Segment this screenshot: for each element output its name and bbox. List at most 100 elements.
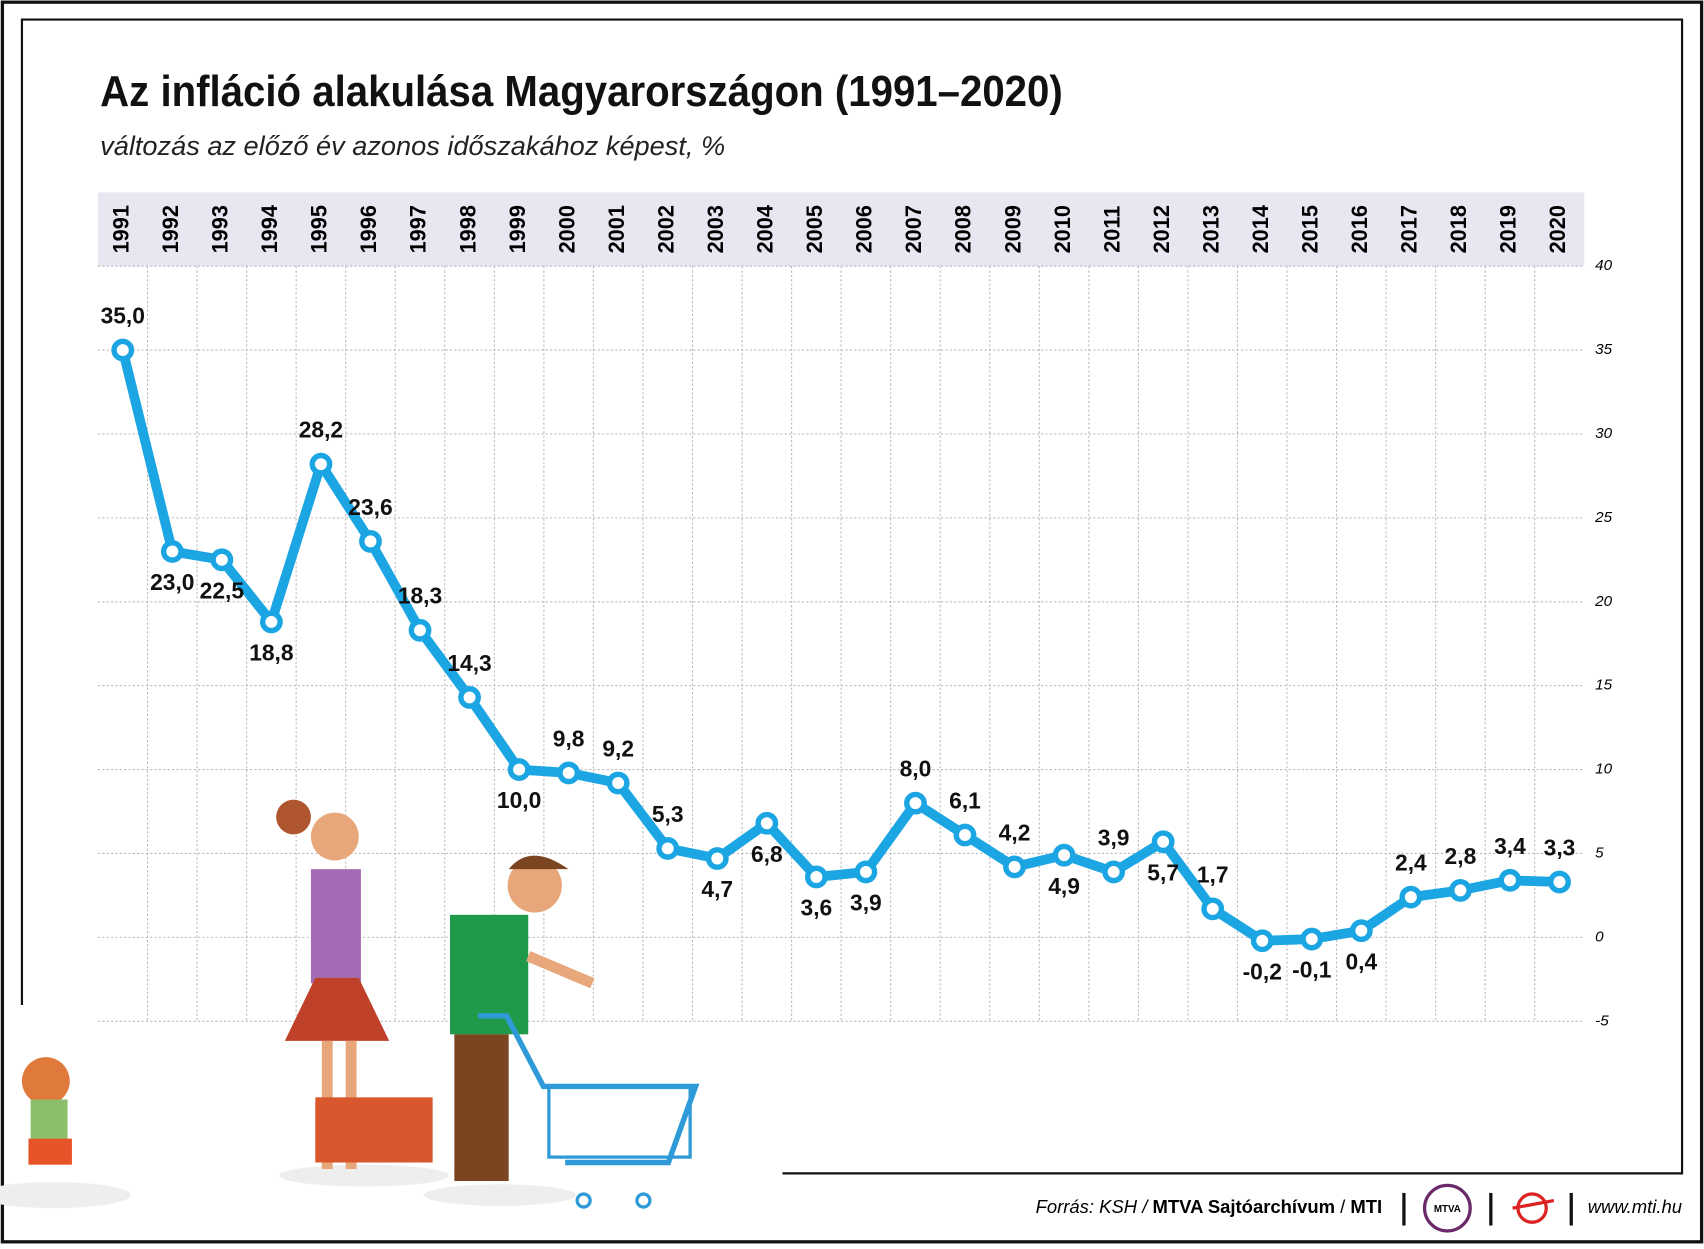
x-tick-label: 2001 <box>604 205 629 253</box>
value-label: 9,2 <box>602 735 634 761</box>
point <box>1003 855 1026 879</box>
illustration <box>0 799 700 1209</box>
value-label: 9,8 <box>553 725 585 751</box>
inner-frame <box>20 18 1684 1175</box>
value-label: 8,0 <box>900 756 932 782</box>
url: www.mti.hu <box>1588 1196 1682 1217</box>
value-label: 4,7 <box>701 876 733 902</box>
x-tick-label: 1998 <box>455 205 480 253</box>
point <box>458 686 481 709</box>
value-label: 28,2 <box>299 417 343 443</box>
logo: MTVA <box>1434 1204 1461 1215</box>
value-label: 1,7 <box>1197 861 1229 887</box>
point <box>557 761 581 785</box>
x-tick-label: 2000 <box>554 205 579 253</box>
point <box>1548 870 1571 894</box>
value-label: 3,6 <box>801 895 833 921</box>
value-label: 23,0 <box>150 569 194 595</box>
point <box>259 610 283 634</box>
y-tick-label: 0 <box>1595 928 1604 945</box>
y-tick-label: 15 <box>1595 677 1612 694</box>
point <box>1300 927 1324 951</box>
value-label: 6,8 <box>751 841 783 867</box>
x-tick-label: 1994 <box>257 205 282 253</box>
value-label: 10,0 <box>497 787 541 813</box>
x-tick-label: 2003 <box>703 205 728 253</box>
value-label: 0,4 <box>1345 948 1377 974</box>
x-tick-label: 1995 <box>307 205 332 253</box>
x-tick-label: 1991 <box>109 205 134 253</box>
x-tick-label: 1993 <box>208 205 233 253</box>
x-tick-label: 2016 <box>1347 205 1372 253</box>
source-part: MTI <box>1350 1196 1382 1217</box>
point <box>210 548 234 572</box>
point <box>1498 868 1522 892</box>
x-tick-label: 2015 <box>1298 205 1323 253</box>
value-label: 18,3 <box>398 583 442 609</box>
x-tick-label: 1992 <box>158 205 183 253</box>
y-tick-label: 35 <box>1595 341 1612 358</box>
x-tick-label: 2007 <box>901 205 926 253</box>
point <box>804 865 828 889</box>
x-tick-label: 2006 <box>852 205 877 253</box>
value-label: 22,5 <box>200 577 245 603</box>
chart-subtitle: változás az előző év azonos időszakához … <box>100 130 725 161</box>
x-tick-label: 1997 <box>406 205 431 253</box>
point <box>1449 878 1472 902</box>
point <box>606 771 630 795</box>
value-label: 35,0 <box>101 303 145 329</box>
point <box>755 811 779 835</box>
x-tick-label: 2014 <box>1248 205 1273 253</box>
chart-title: Az infláció alakulása Magyarországon (19… <box>100 68 1063 116</box>
point <box>953 823 977 847</box>
value-label: 3,9 <box>850 890 882 916</box>
point <box>408 618 432 642</box>
x-tick-label: 2008 <box>951 205 976 253</box>
x-tick-label: 2009 <box>1000 205 1025 253</box>
value-label: 3,4 <box>1494 833 1526 859</box>
x-tick-label: 2019 <box>1496 205 1521 253</box>
y-tick-label: 25 <box>1594 509 1612 526</box>
value-label: 2,8 <box>1445 843 1477 869</box>
point <box>1151 830 1175 854</box>
value-label: 23,6 <box>348 494 392 520</box>
x-tick-label: 2005 <box>802 205 827 253</box>
y-tick-label: 5 <box>1595 844 1604 861</box>
point <box>1399 885 1423 909</box>
y-tick-label: 10 <box>1595 761 1612 778</box>
point <box>111 338 135 362</box>
point <box>1250 929 1274 953</box>
x-tick-label: 2004 <box>753 205 778 253</box>
footer: Forrás: KSH / MTVA Sajtóarchívum / MTI M… <box>1036 1183 1682 1233</box>
point <box>507 758 531 781</box>
value-label: 5,7 <box>1147 859 1179 885</box>
point <box>854 860 878 884</box>
value-label: 14,3 <box>447 650 491 676</box>
point <box>160 540 184 563</box>
value-label: 6,1 <box>949 787 981 813</box>
point <box>1102 860 1126 884</box>
x-tick-label: 2002 <box>653 205 678 253</box>
x-tick-label: 2018 <box>1446 205 1471 253</box>
point <box>1201 897 1225 921</box>
x-tick-label: 1996 <box>356 205 381 253</box>
value-label: 3,3 <box>1544 834 1576 860</box>
value-label: 4,9 <box>1048 873 1080 899</box>
value-label: 4,2 <box>999 819 1031 845</box>
value-label: -0,2 <box>1243 958 1282 984</box>
point <box>904 791 927 815</box>
x-tick-label: 1999 <box>505 205 530 253</box>
x-tick-label: 2020 <box>1545 205 1570 253</box>
source-part: / <box>1335 1196 1350 1217</box>
source: Forrás: KSH / MTVA Sajtóarchívum / MTI <box>1036 1196 1383 1217</box>
value-label: 3,9 <box>1098 824 1130 850</box>
source-part: Forrás: KSH / <box>1036 1196 1153 1217</box>
x-tick-label: 2017 <box>1397 205 1422 253</box>
y-tick-label: 30 <box>1595 425 1612 442</box>
point <box>1052 843 1076 867</box>
x-tick-label: 2011 <box>1099 206 1124 253</box>
x-tick-label: 2010 <box>1050 205 1075 253</box>
value-label: 18,8 <box>249 640 293 666</box>
